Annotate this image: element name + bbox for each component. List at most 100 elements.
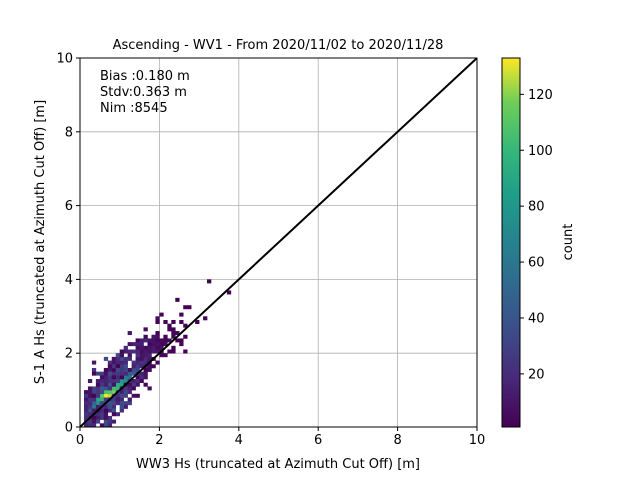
heatmap-cell <box>155 349 160 354</box>
heatmap-cell <box>119 364 124 369</box>
heatmap-cell <box>107 375 113 380</box>
heatmap-cell <box>159 338 164 343</box>
heatmap-cell <box>83 423 89 427</box>
heatmap-cell <box>147 367 152 372</box>
colorbar-label: count <box>561 224 576 261</box>
heatmap-cell <box>143 375 148 380</box>
heatmap-cell <box>139 353 144 358</box>
heatmap-cell <box>155 316 160 321</box>
heatmap-cell <box>87 379 93 384</box>
heatmap-cell <box>83 412 89 417</box>
heatmap-cell <box>135 379 140 384</box>
heatmap-cell <box>139 375 144 380</box>
heatmap-cell <box>115 379 120 384</box>
colorbar-tick-label: 20 <box>528 367 545 382</box>
heatmap-cell <box>119 356 124 361</box>
heatmap-cell <box>91 393 97 398</box>
heatmap-cell <box>99 397 105 402</box>
heatmap-cell <box>131 342 136 347</box>
heatmap-cell <box>111 386 117 391</box>
heatmap-cell <box>159 342 164 347</box>
y-tick-label: 2 <box>65 347 73 362</box>
heatmap-cell <box>127 382 132 387</box>
heatmap-cell <box>87 412 93 417</box>
colorbar-ticks: 20 40 60 80 100 120 <box>520 88 553 382</box>
chart-title: Ascending - WV1 - From 2020/11/02 to 202… <box>113 38 444 53</box>
heatmap-cell <box>151 342 156 347</box>
heatmap-cell <box>131 382 136 387</box>
heatmap-cell <box>95 379 101 384</box>
heatmap-cell <box>135 353 140 358</box>
heatmap-cell <box>135 338 140 343</box>
heatmap-cell <box>139 345 144 350</box>
heatmap-cell <box>103 367 109 372</box>
heatmap-cell <box>99 393 105 398</box>
heatmap-cell <box>163 342 168 347</box>
heatmap-cell <box>123 356 128 361</box>
heatmap-cell <box>107 382 113 387</box>
heatmap-cell <box>115 382 120 387</box>
heatmap-cell <box>119 367 124 372</box>
y-axis-label: S-1 A Hs (truncated at Azimuth Cut Off) … <box>33 100 48 384</box>
heatmap-cell <box>115 356 120 361</box>
heatmap-cell <box>127 390 132 395</box>
heatmap-cell <box>163 353 168 358</box>
heatmap-cell <box>107 419 113 424</box>
heatmap-cell <box>155 345 160 350</box>
heatmap-cell <box>83 408 89 413</box>
heatmap-cell <box>91 401 97 406</box>
heatmap-cell <box>171 334 176 339</box>
heatmap-cell <box>111 367 117 372</box>
heatmap-cell <box>119 401 124 406</box>
heatmap-cell <box>131 393 136 398</box>
heatmap-cell <box>99 408 105 413</box>
heatmap-cell <box>123 401 128 406</box>
heatmap-cell <box>95 382 101 387</box>
heatmap-cell <box>123 375 128 380</box>
plot-area-frame <box>79 57 478 428</box>
heatmap-cell <box>95 397 101 402</box>
heatmap-cell <box>119 397 124 402</box>
heatmap-cell <box>111 364 117 369</box>
heatmap-cell <box>179 319 184 324</box>
heatmap-cell <box>103 386 109 391</box>
heatmap-cell <box>115 401 120 406</box>
heatmap-cell <box>127 371 132 376</box>
colorbar-tick-label: 60 <box>528 256 545 271</box>
heatmap-cell <box>83 390 89 395</box>
colorbar-tick-label: 120 <box>528 88 553 103</box>
heatmap-cell <box>131 364 136 369</box>
heatmap-cell <box>155 331 160 336</box>
heatmap-cell <box>91 371 97 376</box>
y-tick-label: 8 <box>65 125 73 140</box>
heatmap-cell <box>131 349 136 354</box>
heatmap-cell <box>99 371 105 376</box>
heatmap-cell <box>135 349 140 354</box>
heatmap-cell <box>119 353 124 358</box>
heatmap-cell <box>115 353 120 358</box>
heatmap-cell <box>87 423 93 427</box>
heatmap-cell <box>115 397 120 402</box>
heatmap-cell <box>143 360 148 365</box>
heatmap-cell <box>139 349 144 354</box>
heatmap-cell <box>87 401 93 406</box>
heatmap-cell <box>115 371 120 376</box>
heatmap-cell <box>107 386 113 391</box>
colorbar <box>501 57 521 428</box>
heatmap-cell <box>143 367 148 372</box>
heatmap-cell <box>127 331 132 336</box>
heatmap-cell <box>135 360 140 365</box>
heatmap-cell <box>123 386 128 391</box>
stats-annotation: Bias :0.180 m <box>100 69 190 84</box>
y-tick-label: 10 <box>56 52 73 67</box>
heatmap-cell <box>127 401 132 406</box>
colorbar-tick-label: 100 <box>528 144 553 159</box>
heatmap-cell <box>127 367 132 372</box>
heatmap-cell <box>95 401 101 406</box>
heatmap-cell <box>131 367 136 372</box>
heatmap-cell <box>131 386 136 391</box>
heatmap-cell <box>135 393 140 398</box>
heatmap-cell <box>163 334 168 339</box>
heatmap-cell <box>91 408 97 413</box>
